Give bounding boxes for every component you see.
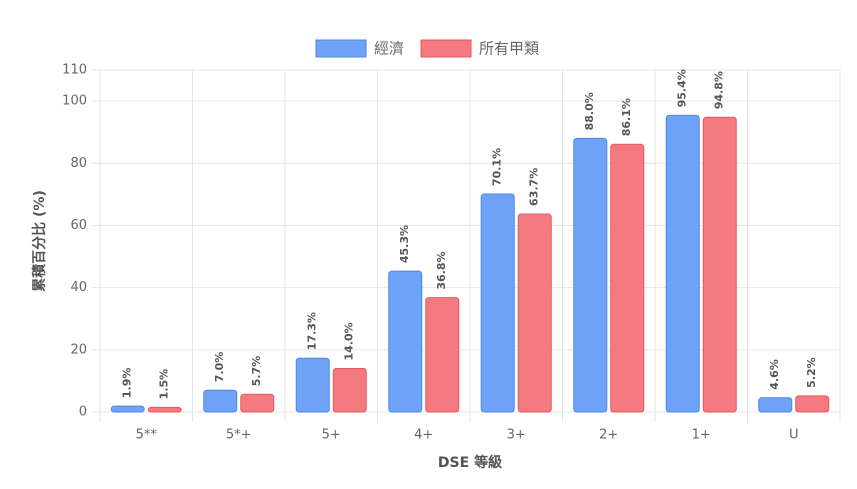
bar (665, 114, 700, 413)
bar (147, 406, 182, 413)
value-label: 5.2% (805, 357, 818, 388)
bar (295, 357, 330, 413)
y-tick-label: 20 (70, 342, 87, 357)
y-tick-label: 0 (79, 405, 87, 420)
x-tick-label: 5** (136, 428, 158, 443)
value-label: 88.0% (583, 92, 596, 130)
value-label: 1.5% (158, 369, 171, 400)
value-label: 17.3% (306, 312, 319, 350)
bar (610, 143, 645, 413)
x-tick-label: 1+ (692, 428, 711, 443)
bar (240, 393, 275, 413)
value-label: 5.7% (250, 356, 263, 387)
legend-swatch (315, 39, 367, 58)
value-label: 4.6% (768, 359, 781, 390)
bar (480, 193, 515, 413)
x-tick-label: 5+ (322, 428, 341, 443)
bar (203, 389, 238, 413)
x-axis-title: DSE 等級 (438, 454, 502, 471)
bar (332, 367, 367, 413)
legend-label: 所有甲類 (479, 40, 539, 58)
x-tick-label: 2+ (599, 428, 618, 443)
x-tick-label: U (789, 428, 799, 443)
bar (425, 297, 460, 413)
value-label: 36.8% (435, 251, 448, 289)
x-tick-label: 3+ (507, 428, 526, 443)
bar (517, 213, 552, 413)
x-tick-label: 4+ (414, 428, 433, 443)
bar (795, 395, 830, 413)
value-label: 45.3% (398, 225, 411, 263)
value-label: 63.7% (528, 168, 541, 206)
y-tick-label: 40 (70, 280, 87, 295)
y-tick-label: 80 (70, 156, 87, 171)
value-label: 70.1% (491, 148, 504, 186)
value-label: 1.9% (121, 368, 134, 399)
x-tick-label: 5*+ (226, 428, 252, 443)
value-label: 14.0% (343, 322, 356, 360)
y-tick-label: 110 (62, 63, 87, 78)
bar (702, 116, 737, 413)
y-tick-label: 100 (62, 94, 87, 109)
legend-swatch (420, 39, 472, 58)
bar (758, 397, 793, 413)
value-label: 86.1% (620, 98, 633, 136)
value-label: 94.8% (713, 71, 726, 109)
bar (573, 137, 608, 413)
y-tick-label: 60 (70, 218, 87, 233)
value-label: 95.4% (676, 69, 689, 107)
bar (110, 405, 145, 413)
y-axis-title: 累積百分比 (%) (31, 190, 48, 292)
value-label: 7.0% (213, 352, 226, 383)
bar (388, 270, 423, 413)
legend-label: 經濟 (374, 40, 404, 58)
